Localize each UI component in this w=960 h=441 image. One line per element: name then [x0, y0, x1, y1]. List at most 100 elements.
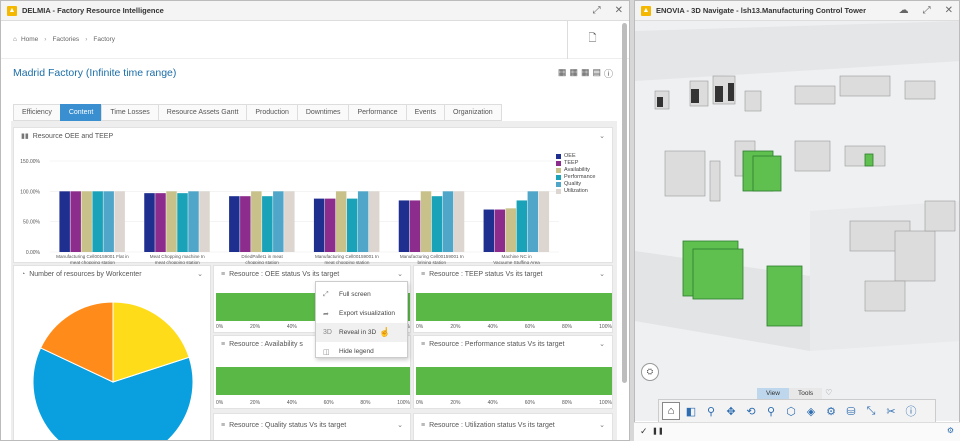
legend-item-availability[interactable]: Availability	[556, 167, 596, 174]
performance-status-bar	[416, 367, 612, 395]
tab-events[interactable]: Events	[405, 104, 444, 121]
render-mode-icon[interactable]: ◈	[806, 405, 816, 418]
expand-icon[interactable]: ⤢	[592, 5, 601, 16]
tab-efficiency[interactable]: Efficiency	[13, 104, 60, 121]
chevron-down-icon[interactable]: ⌄	[599, 133, 605, 140]
tab-downtimes[interactable]: Downtimes	[296, 104, 349, 121]
factory-3d-scene	[635, 21, 959, 421]
chevron-down-icon[interactable]: ⌄	[397, 422, 403, 429]
floor-shape	[635, 251, 810, 351]
close-icon[interactable]: ✕	[944, 5, 953, 16]
info-icon[interactable]: ⓘ	[905, 406, 917, 418]
legend-item-utilization[interactable]: Utilization	[556, 188, 596, 195]
bar	[442, 191, 454, 252]
cut-icon[interactable]: ✂	[886, 405, 896, 418]
tab-production[interactable]: Production	[246, 104, 297, 121]
legend-item-teep[interactable]: TEEP	[556, 160, 596, 167]
tab-tools[interactable]: Tools	[788, 388, 823, 399]
cloud-icon[interactable]: ☁	[898, 5, 909, 16]
measure-icon[interactable]: ⤡	[866, 404, 876, 417]
home-view-icon[interactable]: ⌂	[662, 402, 680, 420]
vertical-scrollbar[interactable]	[621, 23, 627, 383]
menu-item-full-screen[interactable]: ⤢ Full screen	[316, 285, 407, 304]
x-tick-label: Machine NC in	[502, 254, 533, 259]
bar	[505, 208, 517, 252]
pie-card: ◔ Number of resources by Workcenter ⌄	[13, 265, 211, 440]
bar	[284, 191, 295, 252]
menu-item-hide-legend[interactable]: ◫ Hide legend	[316, 342, 407, 361]
axis-tick: 60%	[323, 400, 334, 406]
factory-intelligence-window: ▲ DELMIA - Factory Resource Intelligence…	[0, 0, 630, 441]
tab-content[interactable]: Content	[59, 104, 102, 121]
axis-tick: 40%	[286, 324, 297, 330]
legend-label: OEE	[564, 153, 576, 159]
menu-item-export-visualization[interactable]: ➦ Export visualization	[316, 304, 407, 323]
calendar-icon[interactable]: ▦	[557, 67, 567, 77]
list-icon: ≡	[221, 340, 226, 348]
pause-icon[interactable]: ❚❚	[652, 428, 664, 435]
tab-resource-assets-gantt[interactable]: Resource Assets Gantt	[157, 104, 247, 121]
zoom-icon[interactable]: ⚲	[706, 405, 716, 418]
pan-icon[interactable]: ✥	[726, 405, 736, 418]
expand-icon[interactable]: ⤢	[922, 5, 931, 16]
utilization-status-title: Resource : Utilization status Vs its tar…	[429, 421, 555, 429]
x-tick-label: Manufacturing Cell00159001 In	[315, 254, 379, 259]
bar	[368, 191, 380, 252]
transform-icon[interactable]: ⚙	[826, 405, 836, 418]
panel-icon[interactable]: ◧	[685, 405, 697, 418]
legend-item-oee[interactable]: OEE	[556, 153, 596, 160]
status-bar: ✓ ❚❚ ⚙	[634, 422, 960, 441]
axis-tick: 80%	[561, 400, 572, 406]
fullscreen-icon: ⤢	[323, 290, 329, 298]
chevron-down-icon[interactable]: ⌄	[599, 341, 605, 348]
quality-status-title: Resource : Quality status Vs its target	[229, 421, 347, 429]
chevron-down-icon[interactable]: ⌄	[599, 271, 605, 278]
home-icon[interactable]: ⌂	[13, 36, 17, 43]
scrollbar-thumb[interactable]	[622, 23, 627, 383]
axis-tick: 40%	[286, 400, 297, 406]
close-icon[interactable]: ✕	[614, 5, 623, 16]
x-tick-label: Meat Chopping machine In	[150, 254, 205, 259]
dark-machines	[657, 83, 734, 107]
breadcrumb-factory[interactable]: Factory	[93, 36, 116, 43]
chevron-down-icon[interactable]: ⌄	[397, 271, 403, 278]
context-menu: ⤢ Full screen ➦ Export visualization 3D Rev…	[315, 281, 408, 358]
page-title: Madrid Factory (Infinite time range)	[13, 67, 177, 79]
database-icon[interactable]: ⛁	[846, 405, 856, 418]
settings-icon[interactable]: ⚙	[946, 426, 954, 435]
compass-icon[interactable]: ⛭	[641, 363, 659, 381]
breadcrumb-factories[interactable]: Factories	[52, 36, 80, 43]
axis-tick: 80%	[561, 324, 572, 330]
breadcrumb: ⌂ Home › Factories › Factory 🗋	[1, 20, 629, 59]
teep-status-header: ≡ Resource : TEEP status Vs its target ⌄	[414, 266, 612, 282]
legend-item-quality[interactable]: Quality	[556, 181, 596, 188]
tab-performance[interactable]: Performance	[348, 104, 406, 121]
zoom-area-icon[interactable]: ⚲	[766, 405, 776, 418]
calendar-week-icon[interactable]: ▦	[569, 67, 578, 77]
bar	[155, 193, 166, 252]
x-tick-label: meat chopping station	[155, 260, 200, 264]
info-icon[interactable]: ⓘ	[603, 69, 613, 79]
calendar-range-icon[interactable]: ▦	[580, 67, 590, 77]
document-icon[interactable]: 🗋	[567, 20, 617, 59]
bar	[229, 196, 240, 252]
utilization-status-header: ≡ Resource : Utilization status Vs its t…	[414, 417, 612, 433]
tab-time-losses[interactable]: Time Losses	[101, 104, 158, 121]
3d-viewport[interactable]	[635, 21, 959, 421]
rotate-icon[interactable]: ⟲	[746, 405, 756, 418]
view-cube-icon[interactable]: ⬡	[786, 405, 796, 418]
axis-tick: 80%	[360, 400, 371, 406]
legend-item-performance[interactable]: Performance	[556, 174, 596, 181]
performance-status-card: ≡ Resource : Performance status Vs its t…	[413, 335, 613, 409]
check-icon[interactable]: ✓	[640, 426, 648, 436]
breadcrumb-home[interactable]: Home	[20, 36, 39, 43]
chevron-down-icon[interactable]: ⌄	[599, 422, 605, 429]
menu-item-reveal-in-3d[interactable]: 3D Reveal in 3D ☝	[316, 323, 407, 342]
tab-organization[interactable]: Organization	[443, 104, 502, 121]
tab-view[interactable]: View	[757, 388, 789, 399]
view-tools-tabs: View Tools ♡	[757, 388, 832, 399]
chevron-down-icon[interactable]: ⌄	[197, 271, 203, 278]
heart-icon[interactable]: ♡	[825, 388, 833, 397]
calendar-settings-icon[interactable]: ▤	[592, 67, 601, 77]
axis-tick: 60%	[524, 400, 535, 406]
